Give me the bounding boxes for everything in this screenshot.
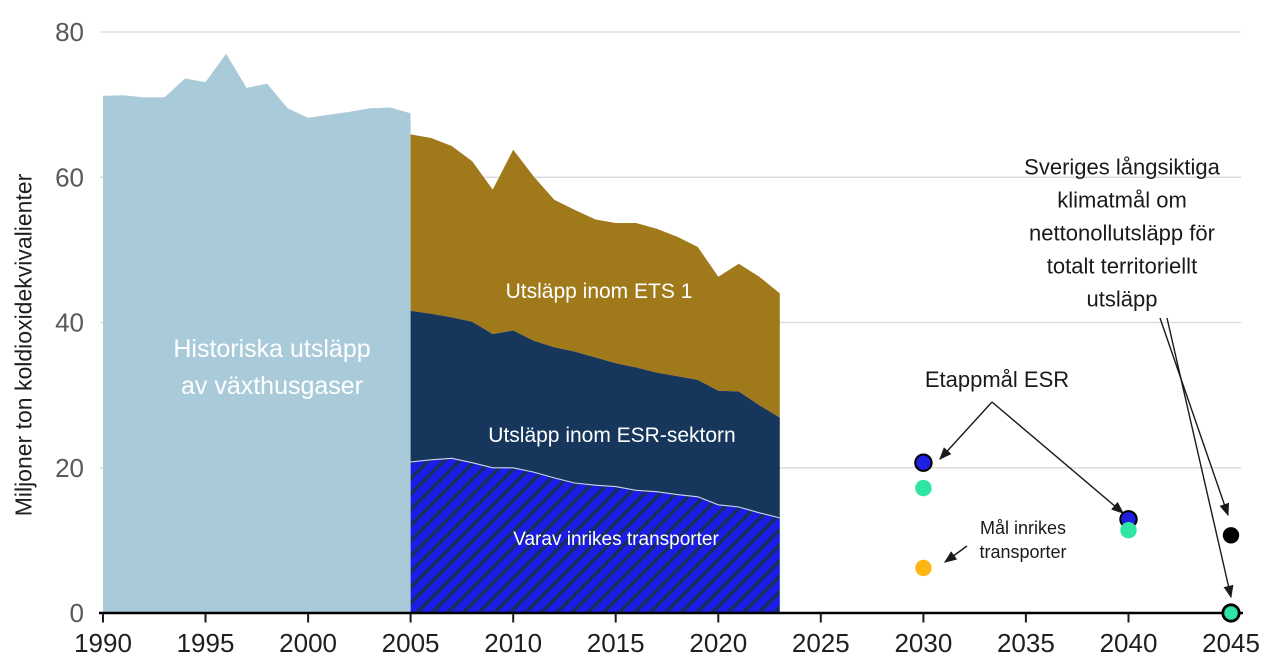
area-transport: [410, 458, 780, 613]
target-markers: [914, 453, 1241, 623]
annotation-langsiktiga-line4: totalt territoriellt: [1046, 253, 1198, 279]
annotation-arrows: [939, 317, 1234, 599]
label-esr-area: Utsläpp inom ESR-sektorn: [488, 424, 736, 447]
x-tick-label-2005: 2005: [382, 628, 440, 658]
y-tick-label-60: 60: [55, 162, 84, 192]
annotation-langsiktiga-line2: klimatmål om: [1057, 187, 1187, 213]
annotation-langsiktiga-klimatmal: Sveriges långsiktiga klimatmål om netton…: [1024, 151, 1220, 316]
y-axis: 0 20 40 60 80: [55, 17, 84, 628]
x-tick-label-2025: 2025: [792, 628, 850, 658]
arrow-langsiktiga-2045-zero: [1166, 317, 1234, 599]
x-tick-label-2010: 2010: [484, 628, 542, 658]
area-series: [103, 53, 780, 614]
x-tick-label-2040: 2040: [1100, 628, 1158, 658]
arrow-etappmal-2030: [939, 401, 993, 460]
annotation-langsiktiga-line3: nettonollutsläpp för: [1029, 220, 1215, 246]
area-esr: [410, 310, 780, 518]
area-historical: [103, 53, 411, 614]
area-transport-top-edge: [410, 457, 780, 519]
x-tick-label-1995: 1995: [177, 628, 235, 658]
arrow-etappmal-2040: [991, 401, 1124, 514]
label-historical-area: Historiska utsläpp av växthusgaser: [173, 331, 370, 405]
x-tick-label-2000: 2000: [279, 628, 337, 658]
annotation-mal-inrikes-line2: transporter: [979, 542, 1067, 562]
annotation-mal-inrikes: Mål inrikes transporter: [979, 516, 1066, 564]
label-transport-area: Varav inrikes transporter: [513, 529, 719, 550]
y-tick-label-0: 0: [70, 598, 84, 628]
x-tick-label-2015: 2015: [587, 628, 645, 658]
y-tick-label-80: 80: [55, 17, 84, 47]
annotation-etappmal-esr: Etappmål ESR: [924, 367, 1070, 392]
target-marker-2045-0: [1221, 603, 1241, 623]
x-axis: 1990 1995 2000 2005 2010 2015 2020 2025 2030 2035…: [74, 611, 1260, 658]
y-tick-label-40: 40: [55, 308, 84, 338]
annotation-langsiktiga-line5: utsläpp: [1086, 286, 1158, 312]
annotation-mal-inrikes-line1: Mål inrikes: [979, 518, 1067, 538]
y-axis-title: Miljoner ton koldioxidekvivalienter: [10, 173, 37, 517]
target-marker-2030-17.2: [915, 479, 932, 497]
target-marker-2030-6.2: [915, 559, 932, 577]
x-tick-label-2045: 2045: [1202, 628, 1260, 658]
target-marker-2045-10.7: [1222, 527, 1240, 544]
target-marker-2040-11.4: [1120, 522, 1137, 539]
arrow-langsiktiga-2045-black: [1159, 317, 1230, 517]
label-historical-line2: av växthusgaser: [180, 372, 364, 400]
label-ets1-area: Utsläpp inom ETS 1: [505, 280, 693, 303]
x-tick-label-2020: 2020: [689, 628, 747, 658]
target-marker-2030-20.7: [914, 453, 933, 472]
annotation-langsiktiga-line1: Sveriges långsiktiga: [1024, 154, 1220, 180]
arrow-mal-inrikes-2030: [943, 545, 968, 563]
y-tick-label-20: 20: [55, 453, 84, 483]
x-tick-label-2035: 2035: [997, 628, 1055, 658]
area-ets1: [410, 134, 780, 418]
x-tick-label-1990: 1990: [74, 628, 132, 658]
label-historical-line1: Historiska utsläpp: [173, 335, 371, 363]
x-tick-label-2030: 2030: [894, 628, 952, 658]
